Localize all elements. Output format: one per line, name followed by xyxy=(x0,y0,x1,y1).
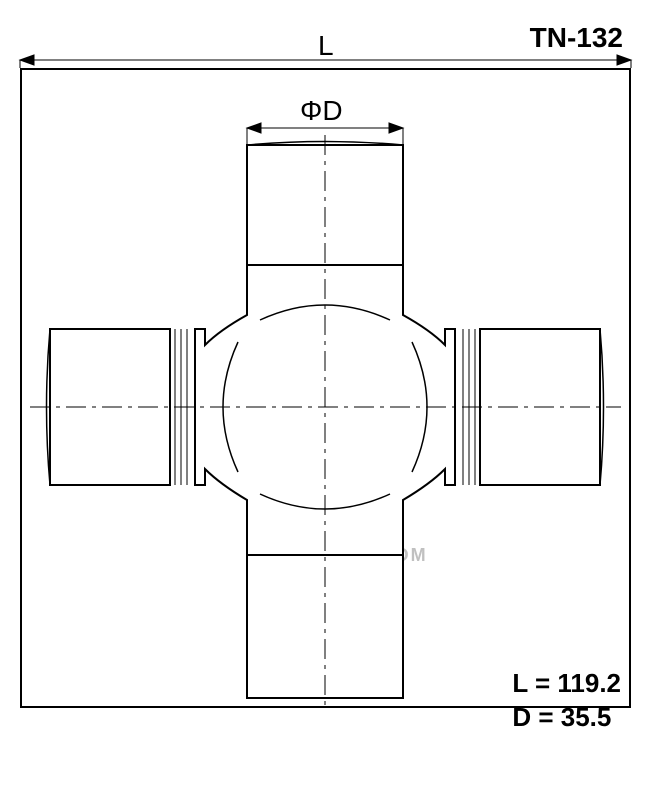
diagram-svg xyxy=(0,0,651,800)
dim-L xyxy=(20,55,631,68)
